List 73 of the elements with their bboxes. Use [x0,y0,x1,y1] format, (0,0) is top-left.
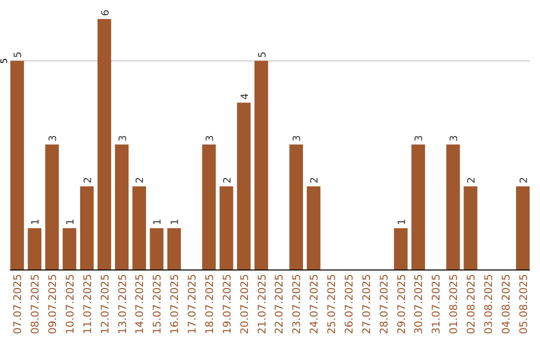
data-label: 1 [152,218,164,226]
data-label: 4 [240,93,251,100]
x-tick-label: 04.08.2025 [500,274,512,334]
x-tick-label: 07.07.2025 [12,274,24,334]
bar [167,228,181,270]
data-label: 3 [292,135,304,142]
data-label: 1 [396,218,408,226]
x-tick-label: 17.07.2025 [186,274,199,334]
bar [62,228,76,270]
data-label: 3 [48,135,60,142]
data-label: 1 [65,218,76,226]
x-tick-label: 14.07.2025 [134,274,146,334]
x-tick-label: 19.07.2025 [221,274,234,334]
bar [45,144,59,270]
bar [464,186,478,270]
x-tick-label: 24.07.2025 [308,274,321,334]
x-tick-label: 15.07.2025 [152,274,164,334]
x-tick-label: 08.07.2025 [30,274,42,334]
bar [411,144,426,270]
data-label: 2 [310,176,321,184]
bar [306,186,320,270]
x-tick-label: 23.07.2025 [291,274,304,334]
bar [132,186,146,270]
bar [98,19,112,270]
data-label: 3 [414,135,426,142]
x-tick-label: 30.07.2025 [413,274,426,334]
x-tick-label: 20.07.2025 [238,274,251,334]
x-tick-label: 01.08.2025 [448,274,460,334]
x-tick-label: 22.07.2025 [274,274,286,334]
bar [202,144,216,270]
data-label: 1 [170,218,182,226]
bar [114,144,129,270]
x-tick-label: 18.07.2025 [204,274,216,334]
x-tick-label: 10.07.2025 [64,274,76,334]
x-tick-label: 21.07.2025 [256,274,268,334]
data-label: 2 [222,176,234,184]
data-label: 3 [118,135,129,142]
bar [28,228,42,270]
x-tick-label: 31.07.2025 [430,274,443,334]
bar [10,60,24,270]
bar [237,102,251,270]
x-tick-label: 02.08.2025 [466,274,478,334]
data-label: 1 [30,218,42,226]
data-label: 6 [100,10,112,16]
x-tick-label: 26.07.2025 [343,274,356,334]
data-label: 3 [449,135,460,142]
ref-line-label: 5 [13,51,24,58]
x-tick-label: 12.07.2025 [99,274,112,334]
x-tick-label: 28.07.2025 [378,274,390,334]
x-tick-label: 09.07.2025 [47,274,60,334]
x-tick-label: 27.07.2025 [360,274,373,334]
bar [254,60,268,270]
x-tick-label: 13.07.2025 [116,274,129,334]
bar [289,144,303,270]
data-label: 5 [0,58,10,64]
bar [80,186,94,270]
bar [516,186,530,270]
data-label: 2 [135,176,146,184]
data-label: 2 [518,176,530,184]
data-label: 2 [82,176,94,184]
x-tick-label: 29.07.2025 [396,274,408,334]
x-tick-label: 05.08.2025 [518,274,530,334]
data-label: 5 [257,51,268,58]
bar [150,228,164,270]
bar [446,144,460,270]
bar [394,228,408,270]
x-tick-label: 11.07.2025 [82,274,94,334]
x-tick-label: 25.07.2025 [326,274,338,334]
data-label: 2 [466,176,478,184]
x-tick-label: 03.08.2025 [482,274,495,334]
x-tick-label: 16.07.2025 [169,274,182,334]
data-label: 3 [204,135,216,142]
bar [220,186,234,270]
